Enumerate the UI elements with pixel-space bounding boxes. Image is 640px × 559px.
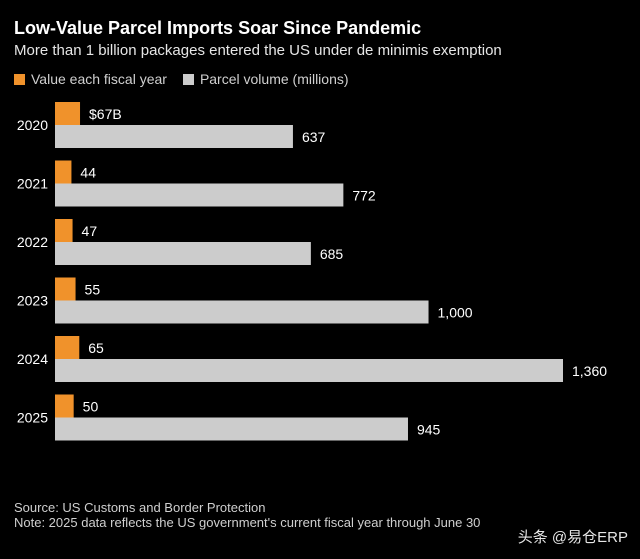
category-label-2021: 2021 bbox=[17, 176, 48, 192]
volume-label-2023: 1,000 bbox=[438, 305, 473, 321]
value-bar-2024 bbox=[55, 336, 80, 359]
category-label-2024: 2024 bbox=[17, 351, 48, 367]
volume-label-2025: 945 bbox=[417, 422, 441, 438]
chart-legend: Value each fiscal year Parcel volume (mi… bbox=[14, 71, 365, 87]
value-label-2020: $67B bbox=[89, 106, 122, 122]
volume-bar-2022 bbox=[55, 242, 311, 265]
value-label-2024: 65 bbox=[88, 340, 104, 356]
legend-item-volume: Parcel volume (millions) bbox=[182, 71, 349, 87]
value-bar-2025 bbox=[55, 394, 74, 418]
chart-footer: Source: US Customs and Border Protection… bbox=[14, 500, 514, 530]
watermark: 头条 @易仓ERP bbox=[517, 529, 628, 546]
value-label-2022: 47 bbox=[82, 223, 98, 239]
legend-swatch-volume bbox=[182, 73, 194, 85]
chart-subtitle: More than 1 billion packages entered the… bbox=[14, 42, 502, 59]
category-label-2025: 2025 bbox=[17, 410, 48, 426]
volume-label-2022: 685 bbox=[320, 246, 344, 262]
volume-label-2021: 772 bbox=[352, 188, 376, 204]
legend-item-value: Value each fiscal year bbox=[14, 71, 167, 87]
chart-title: Low-Value Parcel Imports Soar Since Pand… bbox=[14, 18, 422, 38]
bar-chart: 2020 $67B 637 2021 44 772 2022 47 685 2023 55 1,000… bbox=[17, 102, 607, 441]
volume-bar-2024 bbox=[55, 359, 563, 382]
legend-label-volume: Parcel volume (millions) bbox=[199, 71, 349, 87]
volume-label-2020: 637 bbox=[302, 129, 326, 145]
value-bar-2021 bbox=[55, 160, 72, 184]
volume-bar-2021 bbox=[55, 183, 344, 207]
value-label-2021: 44 bbox=[80, 165, 96, 181]
volume-label-2024: 1,360 bbox=[572, 363, 607, 379]
value-bar-2023 bbox=[55, 277, 76, 301]
category-label-2023: 2023 bbox=[17, 293, 48, 309]
value-bar-2022 bbox=[55, 219, 73, 242]
value-bar-2020 bbox=[55, 102, 81, 125]
value-label-2025: 50 bbox=[83, 399, 99, 415]
source-note: Source: US Customs and Border Protection bbox=[14, 500, 266, 515]
volume-bar-2025 bbox=[55, 417, 408, 441]
category-label-2022: 2022 bbox=[17, 234, 48, 250]
legend-label-value: Value each fiscal year bbox=[31, 71, 167, 87]
legend-swatch-value bbox=[14, 73, 25, 85]
category-label-2020: 2020 bbox=[17, 117, 48, 133]
value-label-2023: 55 bbox=[85, 282, 101, 298]
volume-bar-2020 bbox=[55, 125, 293, 148]
data-note: Note: 2025 data reflects the US governme… bbox=[14, 515, 481, 530]
volume-bar-2023 bbox=[55, 300, 429, 324]
